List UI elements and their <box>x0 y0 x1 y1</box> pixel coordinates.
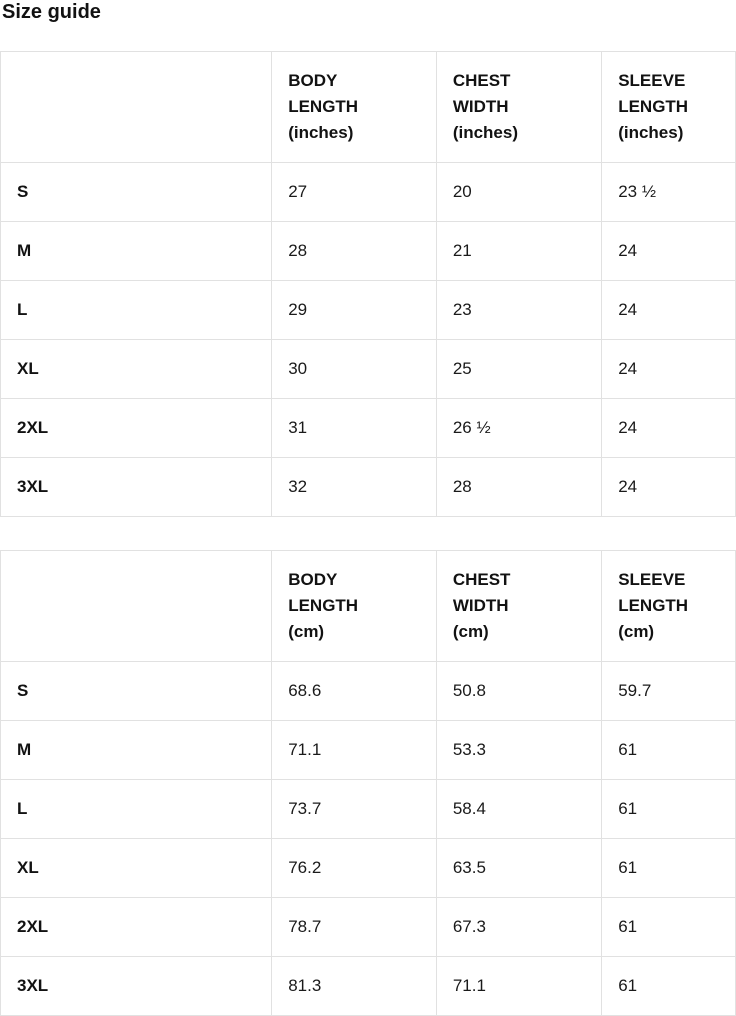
column-header-body-length: BODY LENGTH (cm) <box>271 550 437 662</box>
table-row: XL 76.2 63.5 61 <box>0 838 736 898</box>
size-value: 24 <box>601 339 736 399</box>
size-value: 24 <box>601 280 736 340</box>
size-value: 61 <box>601 897 736 957</box>
column-header-chest-width: CHEST WIDTH (cm) <box>435 550 603 662</box>
column-header-body-length: BODY LENGTH (inches) <box>271 51 437 163</box>
corner-cell <box>0 51 273 163</box>
size-value: 24 <box>601 398 736 458</box>
table-row: M 28 21 24 <box>0 221 736 281</box>
size-label: S <box>0 661 273 721</box>
corner-cell <box>0 550 273 662</box>
column-header-sleeve-length: SLEEVE LENGTH (cm) <box>601 550 736 662</box>
size-value: 29 <box>271 280 437 340</box>
size-label: L <box>0 280 273 340</box>
size-value: 24 <box>601 457 736 517</box>
column-header-chest-width: CHEST WIDTH (inches) <box>435 51 603 163</box>
size-value: 61 <box>601 956 736 1016</box>
table-row: L 29 23 24 <box>0 280 736 340</box>
size-value: 73.7 <box>271 779 437 839</box>
table-row: XL 30 25 24 <box>0 339 736 399</box>
size-label: S <box>0 162 273 222</box>
size-value: 20 <box>435 162 603 222</box>
size-value: 28 <box>435 457 603 517</box>
size-value: 53.3 <box>435 720 603 780</box>
size-label: M <box>0 720 273 780</box>
header-row: BODY LENGTH (inches) CHEST WIDTH (inches… <box>0 51 736 163</box>
size-value: 81.3 <box>271 956 437 1016</box>
size-value: 67.3 <box>435 897 603 957</box>
size-label: 3XL <box>0 457 273 517</box>
size-table-inches: BODY LENGTH (inches) CHEST WIDTH (inches… <box>0 51 736 517</box>
page-title: Size guide <box>2 1 101 23</box>
size-value: 23 ½ <box>601 162 736 222</box>
table-row: S 68.6 50.8 59.7 <box>0 661 736 721</box>
size-label: XL <box>0 339 273 399</box>
table-row: 3XL 81.3 71.1 61 <box>0 956 736 1016</box>
size-value: 31 <box>271 398 437 458</box>
size-value: 76.2 <box>271 838 437 898</box>
size-value: 78.7 <box>271 897 437 957</box>
size-value: 21 <box>435 221 603 281</box>
size-value: 63.5 <box>435 838 603 898</box>
size-label: 2XL <box>0 897 273 957</box>
size-value: 71.1 <box>435 956 603 1016</box>
size-label: L <box>0 779 273 839</box>
header-row: BODY LENGTH (cm) CHEST WIDTH (cm) SLEEVE… <box>0 550 736 662</box>
table-row: 2XL 78.7 67.3 61 <box>0 897 736 957</box>
size-value: 61 <box>601 779 736 839</box>
size-label: XL <box>0 838 273 898</box>
size-value: 68.6 <box>271 661 437 721</box>
size-value: 61 <box>601 720 736 780</box>
size-value: 25 <box>435 339 603 399</box>
size-value: 23 <box>435 280 603 340</box>
column-header-sleeve-length: SLEEVE LENGTH (inches) <box>601 51 736 163</box>
size-value: 59.7 <box>601 661 736 721</box>
size-value: 24 <box>601 221 736 281</box>
table-row: L 73.7 58.4 61 <box>0 779 736 839</box>
size-value: 58.4 <box>435 779 603 839</box>
size-label: 3XL <box>0 956 273 1016</box>
table-row: M 71.1 53.3 61 <box>0 720 736 780</box>
size-label: M <box>0 221 273 281</box>
size-value: 26 ½ <box>435 398 603 458</box>
size-table-cm: BODY LENGTH (cm) CHEST WIDTH (cm) SLEEVE… <box>0 550 736 1016</box>
size-label: 2XL <box>0 398 273 458</box>
size-value: 32 <box>271 457 437 517</box>
size-value: 61 <box>601 838 736 898</box>
table-row: 3XL 32 28 24 <box>0 457 736 517</box>
size-value: 28 <box>271 221 437 281</box>
table-row: 2XL 31 26 ½ 24 <box>0 398 736 458</box>
table-row: S 27 20 23 ½ <box>0 162 736 222</box>
size-value: 30 <box>271 339 437 399</box>
size-value: 50.8 <box>435 661 603 721</box>
size-value: 27 <box>271 162 437 222</box>
size-value: 71.1 <box>271 720 437 780</box>
